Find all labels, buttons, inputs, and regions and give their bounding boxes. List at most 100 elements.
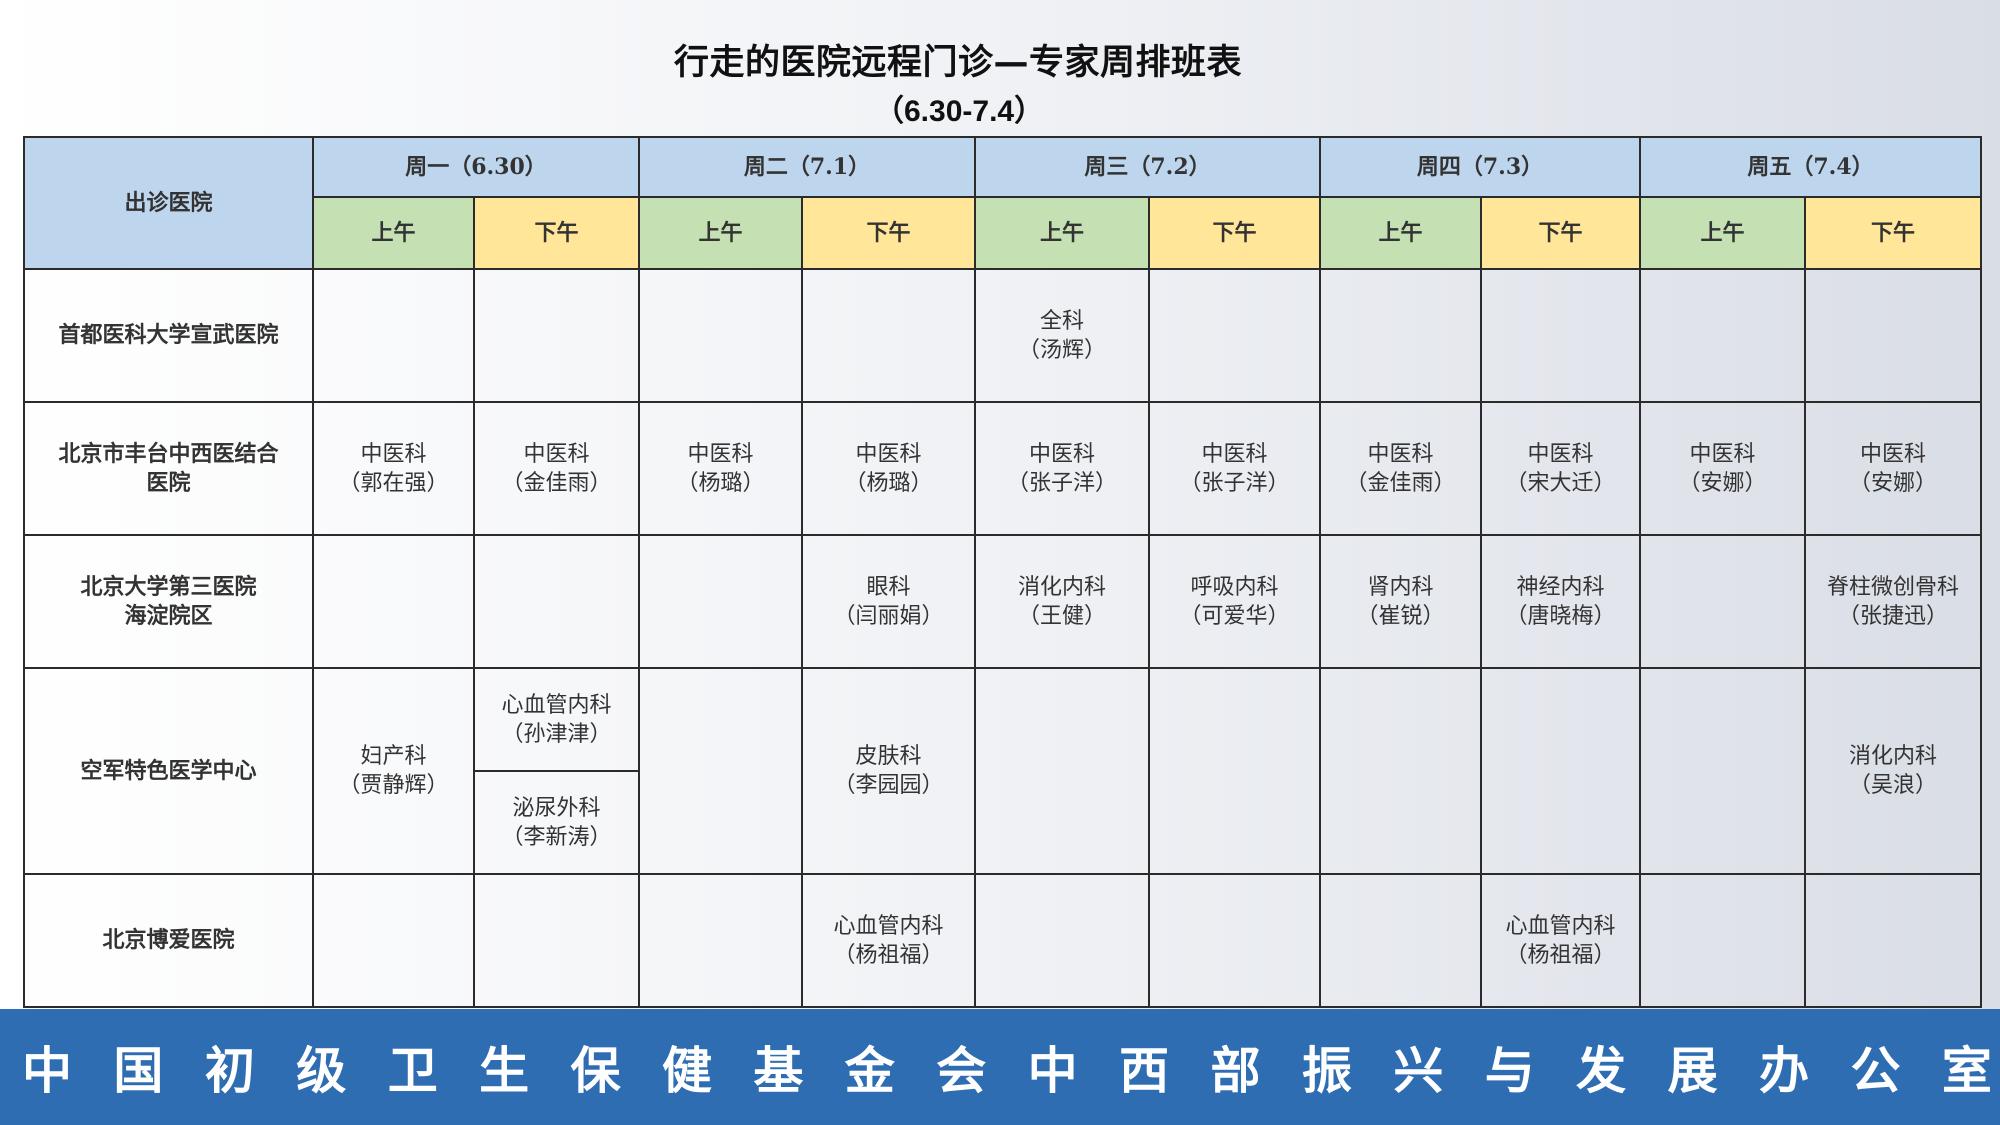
schedule-cell: 眼科 （闫丽娟） (801, 534, 976, 669)
schedule-cell (1804, 268, 1982, 403)
day-header: 周一（6.30） (312, 136, 640, 198)
footer-char: 基 (753, 1042, 804, 1100)
cell-text: 心血管内科 (1505, 913, 1616, 939)
table-row: 首都医科大学宣武医院 全科 （汤辉） (23, 268, 1982, 403)
table-row: 北京市丰台中西医结合 医院 中医科 （郭在强） 中医科 （金佳雨） 中医科 （杨璐） 中医科 （杨… (23, 401, 1982, 536)
schedule-cell (638, 534, 803, 669)
schedule-cell: 呼吸内科 （可爱华） (1148, 534, 1321, 669)
schedule-cell (1319, 873, 1482, 1008)
day-header: 周四（7.3） (1319, 136, 1641, 198)
cell-text: （李园园） (833, 773, 944, 798)
footer-char: 振 (1301, 1042, 1352, 1100)
footer-char: 展 (1667, 1042, 1718, 1100)
cell-text: 泌尿外科 (512, 795, 601, 821)
schedule-cell (1319, 268, 1482, 403)
cell-text: 北京大学第三医院 (80, 573, 257, 600)
cell-text: （张子洋） (1006, 470, 1117, 496)
hospital-name: 空军特色医学中心 (23, 667, 314, 875)
cell-text: （宋大迁） (1505, 470, 1616, 496)
footer-char: 公 (1850, 1042, 1901, 1100)
pm-header: 下午 (1148, 196, 1321, 270)
cell-text: 中医科 (1859, 441, 1926, 467)
schedule-cell (473, 873, 640, 1008)
page-title: 行走的医院远程门诊—专家周排班表 (674, 43, 1243, 83)
cell-text: 呼吸内科 (1190, 574, 1279, 600)
header-row-periods: 上午 下午 上午 下午 上午 下午 上午 下午 上午 下午 (24, 196, 1982, 270)
schedule-cell: 中医科 （杨璐） (638, 401, 803, 536)
schedule-cell: 中医科 （张子洋） (1148, 401, 1321, 536)
schedule-cell (974, 667, 1150, 875)
cell-text: （闫丽娟） (833, 603, 944, 629)
table-row-split: 泌尿外科 （李新涛） (24, 770, 1981, 875)
cell-text: （汤辉） (1017, 337, 1106, 363)
cell-text: 首都医科大学宣武医院 (58, 322, 279, 348)
footer-char: 中 (1027, 1042, 1078, 1100)
hospital-name: 首都医科大学宣武医院 (23, 268, 314, 403)
cell-text: 中医科 (523, 441, 590, 467)
schedule-cell: 妇产科 （贾静辉） (312, 667, 475, 875)
table-row: 空军特色医学中心 妇产科 （贾静辉） 心血管内科 （孙津津） 皮肤科 （李园园） 消化内科 （吴… (23, 667, 1982, 875)
cell-text: 中医科 (1367, 441, 1434, 467)
cell-text: （杨祖福） (1505, 942, 1616, 968)
schedule-cell (1639, 268, 1806, 403)
schedule-cell (638, 873, 803, 1008)
schedule-cell (974, 873, 1150, 1008)
day-header: 周二（7.1） (638, 136, 976, 198)
schedule-cell: 脊柱微创骨科 （张捷迅） (1804, 534, 1982, 669)
cell-text: 医院 (146, 469, 191, 496)
footer-char: 中 (22, 1042, 72, 1100)
cell-text: 脊柱微创骨科 (1826, 574, 1959, 600)
hospital-name: 北京市丰台中西医结合 医院 (23, 401, 314, 536)
cell-text: （杨璐） (844, 470, 933, 496)
schedule-cell (638, 667, 803, 875)
cell-text: （崔锐） (1356, 603, 1445, 629)
hospital-name: 北京博爱医院 (23, 873, 314, 1008)
footer-char: 兴 (1393, 1042, 1444, 1100)
cell-text: 全科 (1039, 308, 1084, 334)
footer-char: 金 (844, 1042, 895, 1100)
schedule-cell (638, 268, 803, 403)
cell-text: 中医科 (855, 441, 922, 467)
footer-char: 保 (570, 1042, 621, 1100)
footer-char: 卫 (387, 1042, 438, 1100)
footer-char: 健 (661, 1042, 712, 1100)
schedule-cell: 消化内科 （吴浪） (1804, 667, 1982, 875)
schedule-cell: 中医科 （安娜） (1639, 401, 1806, 536)
hospital-column-header: 出诊医院 (23, 136, 314, 270)
cell-text: （李新涛） (501, 824, 612, 850)
footer-char: 部 (1210, 1042, 1261, 1100)
footer-banner: 中国初级卫生保健基金会中西部振兴与发展办公室 (0, 1009, 2000, 1125)
footer-char: 会 (936, 1042, 987, 1100)
table-row: 北京博爱医院 心血管内科 （杨祖福） 心血管内科 （杨祖福） (23, 873, 1982, 1008)
cell-text: 心血管内科 (501, 692, 612, 718)
cell-text: （王健） (1017, 603, 1106, 629)
schedule-cell: 心血管内科 （杨祖福） (801, 873, 976, 1008)
schedule-cell: 中医科 （张子洋） (974, 401, 1150, 536)
cell-text: （吴浪） (1848, 773, 1937, 798)
schedule-cell: 皮肤科 （李园园） (801, 667, 976, 875)
schedule-cell: 心血管内科 （杨祖福） (1480, 873, 1641, 1008)
schedule-cell (312, 268, 475, 403)
schedule-cell: 泌尿外科 （李新涛） (473, 770, 640, 875)
schedule-cell (1639, 534, 1806, 669)
schedule-cell: 中医科 （安娜） (1804, 401, 1982, 536)
schedule-cell (312, 534, 475, 669)
schedule-cell: 中医科 （郭在强） (312, 401, 475, 536)
schedule-cell (1480, 667, 1641, 875)
pm-header: 下午 (1804, 196, 1982, 270)
schedule-cell: 神经内科 （唐晓梅） (1480, 534, 1641, 669)
cell-text: （张捷迅） (1837, 603, 1948, 629)
schedule-cell: 中医科 （宋大迁） (1480, 401, 1641, 536)
schedule-cell (1148, 667, 1321, 875)
cell-text: 空军特色医学中心 (80, 757, 257, 784)
am-header: 上午 (638, 196, 803, 270)
cell-text: 中医科 (1201, 441, 1268, 467)
am-header: 上午 (1639, 196, 1806, 270)
day-header: 周三（7.2） (974, 136, 1321, 198)
table-row: 北京大学第三医院 海淀院区 眼科 （闫丽娟） 消化内科 （王健） 呼吸内科 （可爱华） 肾内科 （… (23, 534, 1982, 669)
footer-char: 办 (1759, 1042, 1810, 1100)
schedule-cell: 全科 （汤辉） (974, 268, 1150, 403)
cell-text: 皮肤科 (855, 744, 922, 769)
pm-header: 下午 (473, 196, 640, 270)
cell-text: 中医科 (1689, 441, 1756, 467)
